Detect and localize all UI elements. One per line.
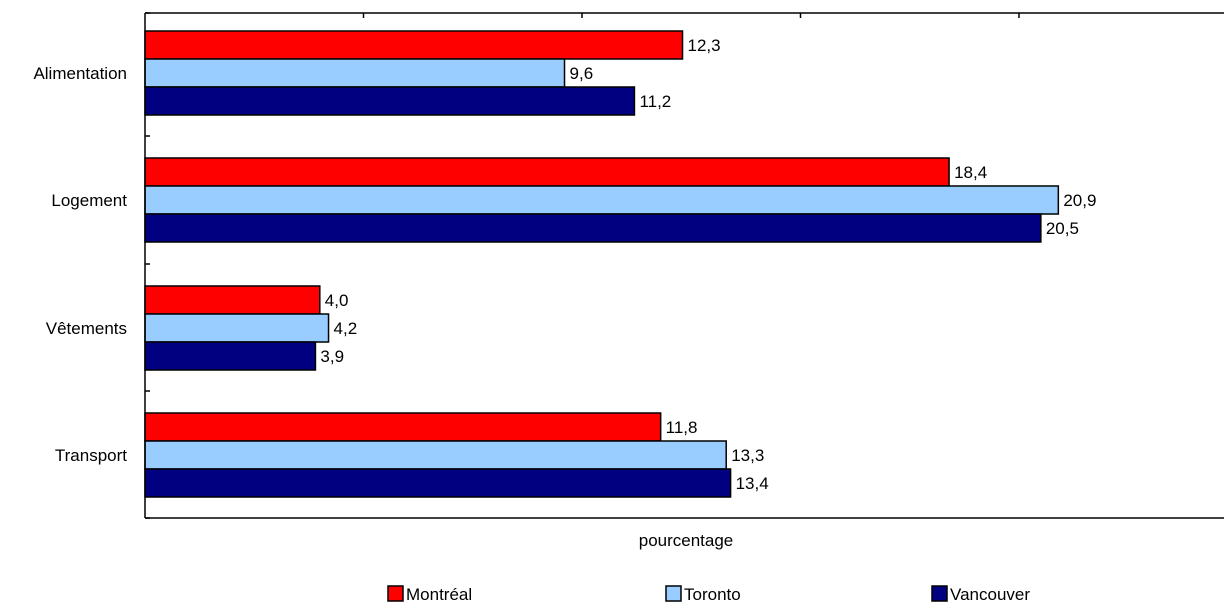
data-label: 9,6 [570, 64, 594, 83]
bar-toronto-transport [144, 440, 727, 470]
data-label: 11,2 [639, 92, 671, 111]
bar-vancouver-transport [144, 468, 732, 498]
legend-item-vancouver: Vancouver [931, 585, 1030, 604]
bar-montréal-logement [144, 157, 950, 187]
legend-label: Vancouver [950, 585, 1030, 604]
category-label: Alimentation [33, 64, 127, 83]
data-label: 18,4 [954, 163, 987, 182]
bar-montréal-alimentation [144, 30, 684, 60]
data-label: 4,2 [334, 319, 358, 338]
data-label: 4,0 [325, 291, 349, 310]
bar-toronto-logement [144, 185, 1060, 215]
axes-group [144, 12, 1224, 519]
bar-montréal-transport [144, 412, 662, 442]
data-label: 3,9 [320, 347, 344, 366]
data-label: 20,9 [1063, 191, 1096, 210]
data-labels-group: 12,3 9,6 11,2 18,4 20,9 20,5 4,0 4,2 3,9 11,8 13,3… [320, 36, 1096, 493]
data-label: 13,3 [731, 446, 764, 465]
data-label: 13,4 [736, 474, 769, 493]
category-labels-group: Alimentation Logement Vêtements Transport [33, 64, 127, 465]
bar-vancouver-logement [144, 213, 1042, 243]
bar-montréal-vêtements [144, 285, 321, 315]
category-label: Vêtements [46, 319, 127, 338]
category-label: Transport [55, 446, 127, 465]
bars-group [144, 30, 1060, 498]
x-axis-title-text: pourcentage [639, 531, 734, 550]
legend-item-toronto: Toronto [665, 585, 741, 604]
data-label: 12,3 [688, 36, 721, 55]
bar-toronto-alimentation [144, 58, 566, 88]
legend-swatch [387, 585, 404, 602]
legend-swatch [931, 585, 948, 602]
data-label: 20,5 [1046, 219, 1079, 238]
legend-label: Toronto [684, 585, 741, 604]
category-label: Logement [51, 191, 127, 210]
bar-vancouver-vêtements [144, 341, 317, 371]
legend-item-montréal: Montréal [387, 585, 472, 604]
data-label: 11,8 [666, 418, 698, 437]
legend: Montréal Toronto Vancouver [387, 585, 1030, 604]
bar-toronto-vêtements [144, 313, 330, 343]
legend-label: Montréal [406, 585, 472, 604]
bar-vancouver-alimentation [144, 86, 636, 116]
legend-swatch [665, 585, 682, 602]
